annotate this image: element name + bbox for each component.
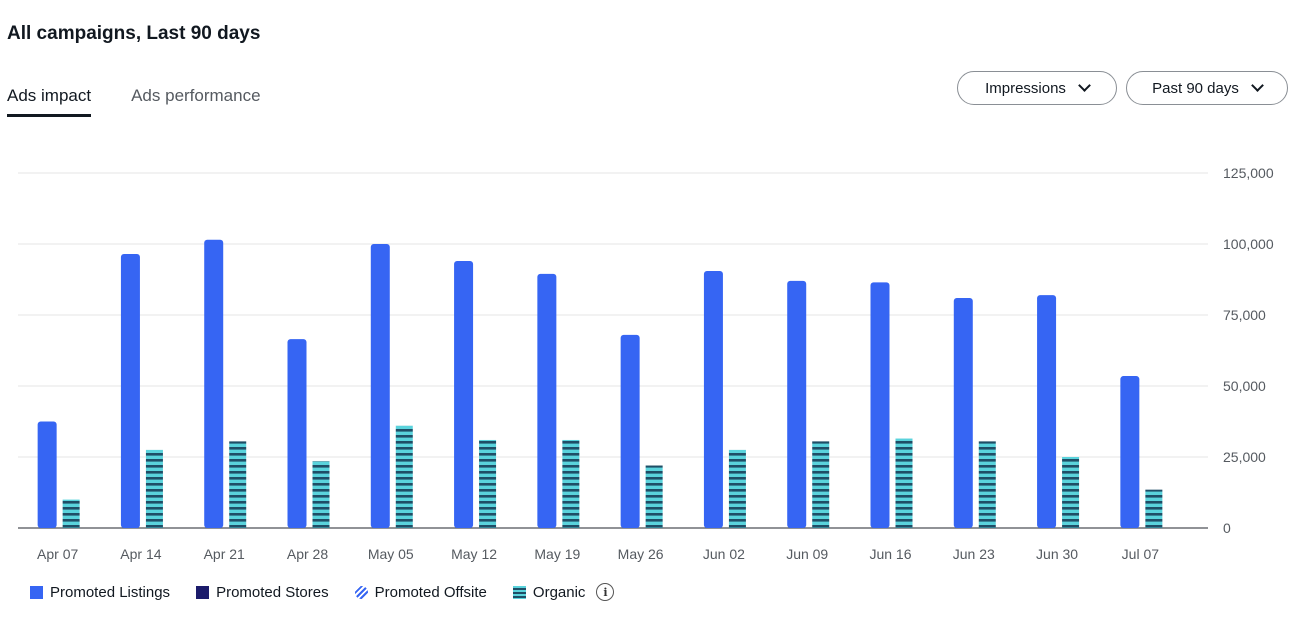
bar-organic [1145, 489, 1163, 528]
legend-item-organic[interactable]: Organic i [512, 583, 615, 601]
bar-promoted-listings [204, 239, 224, 528]
bar-organic [645, 465, 663, 528]
legend-label: Organic [532, 583, 586, 601]
x-tick-label: Jul 07 [1122, 546, 1160, 562]
tab-ads-performance[interactable]: Ads performance [131, 86, 261, 105]
organic-swatch [512, 585, 526, 599]
bar-organic [62, 499, 80, 528]
bar-organic [312, 461, 330, 528]
bar-promoted-listings [703, 270, 723, 528]
promoted-offsite-swatch [354, 585, 368, 599]
bar-organic [479, 439, 497, 528]
x-tick-label: Apr 28 [287, 546, 328, 562]
x-tick-label: Jun 16 [869, 546, 911, 562]
y-tick-label: 50,000 [1223, 378, 1266, 394]
x-tick-label: Jun 23 [953, 546, 995, 562]
legend-item-promoted-offsite[interactable]: Promoted Offsite [354, 583, 487, 601]
bar-promoted-listings [370, 244, 390, 528]
legend-item-promoted-listings[interactable]: Promoted Listings [30, 584, 170, 601]
promoted-listings-swatch [30, 585, 43, 599]
y-tick-label: 75,000 [1223, 307, 1266, 323]
y-tick-label: 125,000 [1223, 165, 1274, 181]
date-range-dropdown[interactable]: Past 90 days [1126, 71, 1288, 105]
impressions-bar-chart: 0 25,000 50,000 75,000 100,000 125,000 Apr 07 A… [18, 165, 1274, 562]
x-tick-label: Apr 21 [204, 546, 245, 562]
x-tick-label: Jun 02 [703, 546, 745, 562]
legend-label: Promoted Offsite [374, 583, 487, 601]
bar-promoted-listings [454, 261, 474, 528]
bar-promoted-listings [1120, 376, 1140, 528]
bar-organic [145, 449, 163, 528]
chevron-down-icon [1250, 79, 1264, 92]
bar-promoted-listings [787, 280, 807, 528]
chevron-down-icon [1078, 79, 1091, 92]
x-tick-label: Jun 30 [1036, 546, 1078, 562]
legend-label: Promoted Stores [216, 583, 329, 601]
info-icon[interactable]: i [596, 583, 615, 601]
bar-promoted-listings [287, 339, 307, 528]
bar-organic [229, 441, 247, 528]
x-tick-label: May 12 [451, 546, 497, 562]
promoted-stores-swatch [196, 585, 210, 599]
bar-promoted-listings [537, 273, 557, 528]
bar-promoted-listings [953, 297, 973, 528]
bar-promoted-listings [37, 421, 57, 528]
metric-dropdown[interactable]: Impressions [957, 71, 1117, 105]
bar-organic [728, 449, 746, 528]
x-tick-label: Jun 09 [786, 546, 828, 562]
bar-promoted-listings [120, 253, 140, 528]
y-tick-label: 25,000 [1223, 449, 1266, 465]
x-tick-label: May 26 [618, 546, 664, 562]
x-tick-label: Apr 14 [120, 546, 161, 562]
bar-organic [895, 438, 913, 528]
bar-organic [1062, 457, 1080, 528]
bar-organic [812, 441, 830, 528]
tab-ads-impact[interactable]: Ads impact [7, 86, 92, 117]
page-title: All campaigns, Last 90 days [7, 23, 261, 44]
bar-organic [978, 441, 996, 528]
metric-dropdown-label: Impressions [985, 79, 1066, 97]
chart-legend: Promoted Listings Promoted Stores Promot… [30, 583, 615, 601]
y-tick-label: 0 [1223, 520, 1231, 536]
bar-promoted-listings [1037, 295, 1057, 528]
tab-bar: Ads impact Ads performance [7, 86, 261, 117]
date-range-dropdown-label: Past 90 days [1152, 79, 1239, 97]
y-tick-label: 100,000 [1223, 236, 1274, 252]
x-tick-label: May 05 [368, 546, 414, 562]
bar-organic [395, 425, 413, 528]
x-tick-label: Apr 07 [37, 546, 78, 562]
legend-label: Promoted Listings [50, 583, 171, 601]
legend-item-promoted-stores[interactable]: Promoted Stores [196, 584, 329, 601]
x-tick-label: May 19 [534, 546, 580, 562]
bar-promoted-listings [870, 282, 890, 528]
bar-organic [562, 439, 580, 528]
bar-promoted-listings [620, 334, 640, 528]
